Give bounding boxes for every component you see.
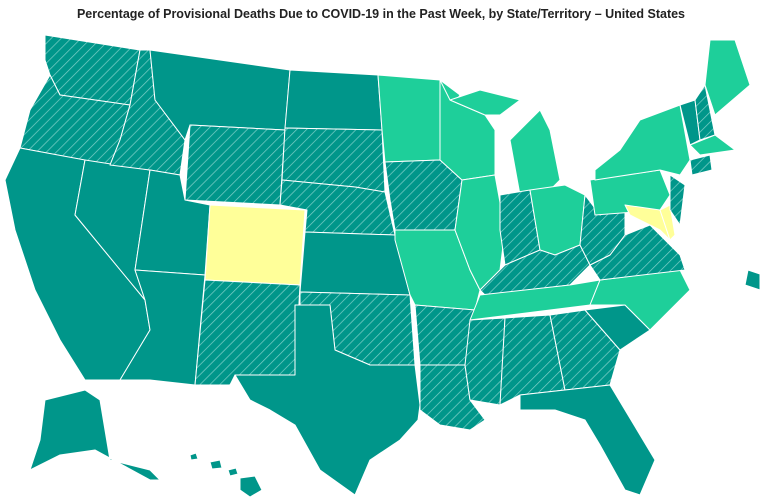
ny [594,104,691,181]
ms [464,317,506,406]
hi-4 [239,475,263,498]
hi-1 [189,452,199,461]
nm [194,279,301,386]
hi-2 [209,459,223,470]
md [624,204,671,241]
map-title: Percentage of Provisional Deaths Due to … [77,7,685,21]
ia [384,159,463,231]
nj [669,174,686,226]
pr [744,269,761,291]
mi [509,109,561,196]
fl [519,384,656,496]
ct-ri [689,154,713,176]
me [704,39,751,116]
de [659,204,676,241]
ak [29,389,161,481]
states [4,34,761,498]
co [204,204,306,286]
mi-upper [449,89,521,116]
tx [234,304,421,496]
hi-3 [227,467,239,477]
nd [284,69,383,131]
wy [184,124,286,206]
ks [299,231,411,296]
ma [689,134,736,156]
